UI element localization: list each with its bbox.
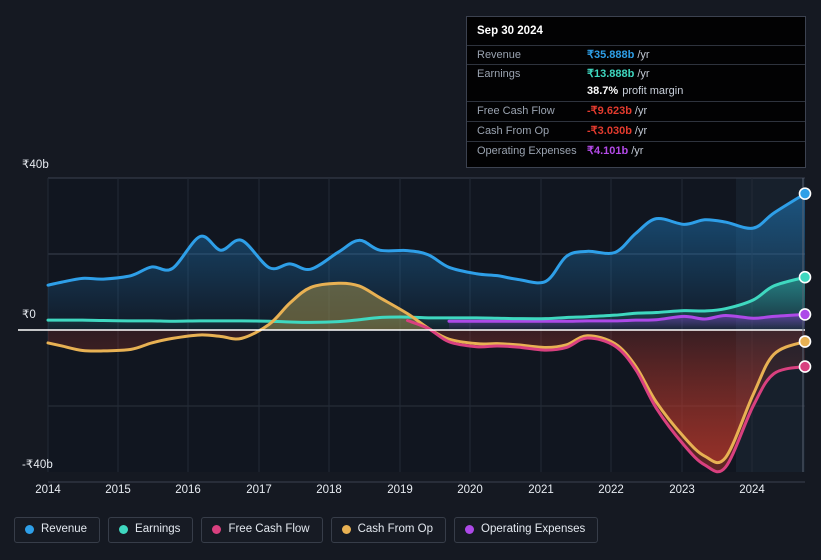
- legend-label: Free Cash Flow: [228, 523, 310, 535]
- y-tick-top: ₹40b: [22, 159, 49, 171]
- x-tick-2023: 2023: [669, 484, 695, 496]
- tooltip-row: Revenue ₹35.888b/yr: [467, 44, 805, 65]
- legend-swatch-icon: [465, 525, 475, 535]
- legend-item-revenue[interactable]: Revenue: [14, 517, 101, 543]
- x-tick-2022: 2022: [598, 484, 624, 496]
- tooltip-row-value: ₹13.888b: [587, 68, 635, 81]
- x-tick-2024: 2024: [739, 484, 765, 496]
- x-tick-2021: 2021: [528, 484, 554, 496]
- tooltip-row-value: 38.7%: [587, 85, 619, 98]
- tooltip-row: Cash From Op -₹3.030b/yr: [467, 121, 805, 141]
- legend[interactable]: Revenue Earnings Free Cash Flow Cash From O…: [14, 517, 599, 543]
- legend-swatch-icon: [212, 525, 222, 535]
- tooltip-row-value: -₹3.030b: [587, 125, 632, 138]
- tooltip: Sep 30 2024 Revenue ₹35.888b/yr Earnings ₹1…: [466, 16, 806, 168]
- x-tick-2019: 2019: [387, 484, 413, 496]
- tooltip-row-label: Free Cash Flow: [477, 105, 555, 118]
- tooltip-row-unit: /yr: [637, 48, 650, 61]
- x-tick-2015: 2015: [105, 484, 131, 496]
- legend-item-cash-from-op[interactable]: Cash From Op: [330, 517, 447, 543]
- plot-area[interactable]: [0, 0, 821, 500]
- tooltip-row-label: Revenue: [477, 48, 522, 61]
- tooltip-row-value: -₹9.623b: [587, 105, 632, 118]
- tooltip-row: Earnings ₹13.888b/yr: [467, 64, 805, 84]
- x-tick-2018: 2018: [316, 484, 342, 496]
- y-tick-zero: ₹0: [22, 309, 36, 321]
- tooltip-row-unit: /yr: [637, 68, 650, 81]
- tooltip-row-value: ₹35.888b: [587, 48, 635, 61]
- legend-item-earnings[interactable]: Earnings: [108, 517, 194, 543]
- chart-canvas[interactable]: [0, 0, 821, 500]
- tooltip-row-sub: profit margin: [622, 85, 684, 98]
- x-tick-2020: 2020: [457, 484, 483, 496]
- legend-label: Revenue: [41, 523, 88, 535]
- y-tick-bottom: -₹40b: [22, 459, 53, 471]
- tooltip-subrow: 38.7% profit margin: [467, 84, 805, 101]
- legend-item-operating-expenses[interactable]: Operating Expenses: [454, 517, 599, 543]
- tooltip-row: Operating Expenses ₹4.101b/yr: [467, 140, 805, 161]
- tooltip-rows: Revenue ₹35.888b/yr Earnings ₹13.888b/yr 38.…: [467, 44, 805, 161]
- tooltip-row-unit: /yr: [634, 125, 648, 138]
- legend-label: Earnings: [135, 523, 181, 535]
- tooltip-row-value: ₹4.101b: [587, 144, 629, 157]
- tooltip-row-label: Earnings: [477, 68, 521, 81]
- tooltip-row-unit: /yr: [631, 144, 644, 157]
- legend-swatch-icon: [341, 525, 351, 535]
- tooltip-row-label: Cash From Op: [477, 125, 550, 138]
- x-tick-2016: 2016: [175, 484, 201, 496]
- tooltip-row-label: Operating Expenses: [477, 144, 577, 157]
- legend-label: Cash From Op: [357, 523, 434, 535]
- x-tick-2014: 2014: [35, 484, 61, 496]
- legend-swatch-icon: [119, 525, 129, 535]
- legend-label: Operating Expenses: [481, 523, 586, 535]
- tooltip-row: Free Cash Flow -₹9.623b/yr: [467, 101, 805, 121]
- tooltip-date: Sep 30 2024: [477, 25, 543, 37]
- legend-swatch-icon: [25, 525, 34, 535]
- tooltip-row-unit: /yr: [634, 105, 648, 118]
- x-tick-2017: 2017: [246, 484, 272, 496]
- legend-item-free-cash-flow[interactable]: Free Cash Flow: [201, 517, 323, 543]
